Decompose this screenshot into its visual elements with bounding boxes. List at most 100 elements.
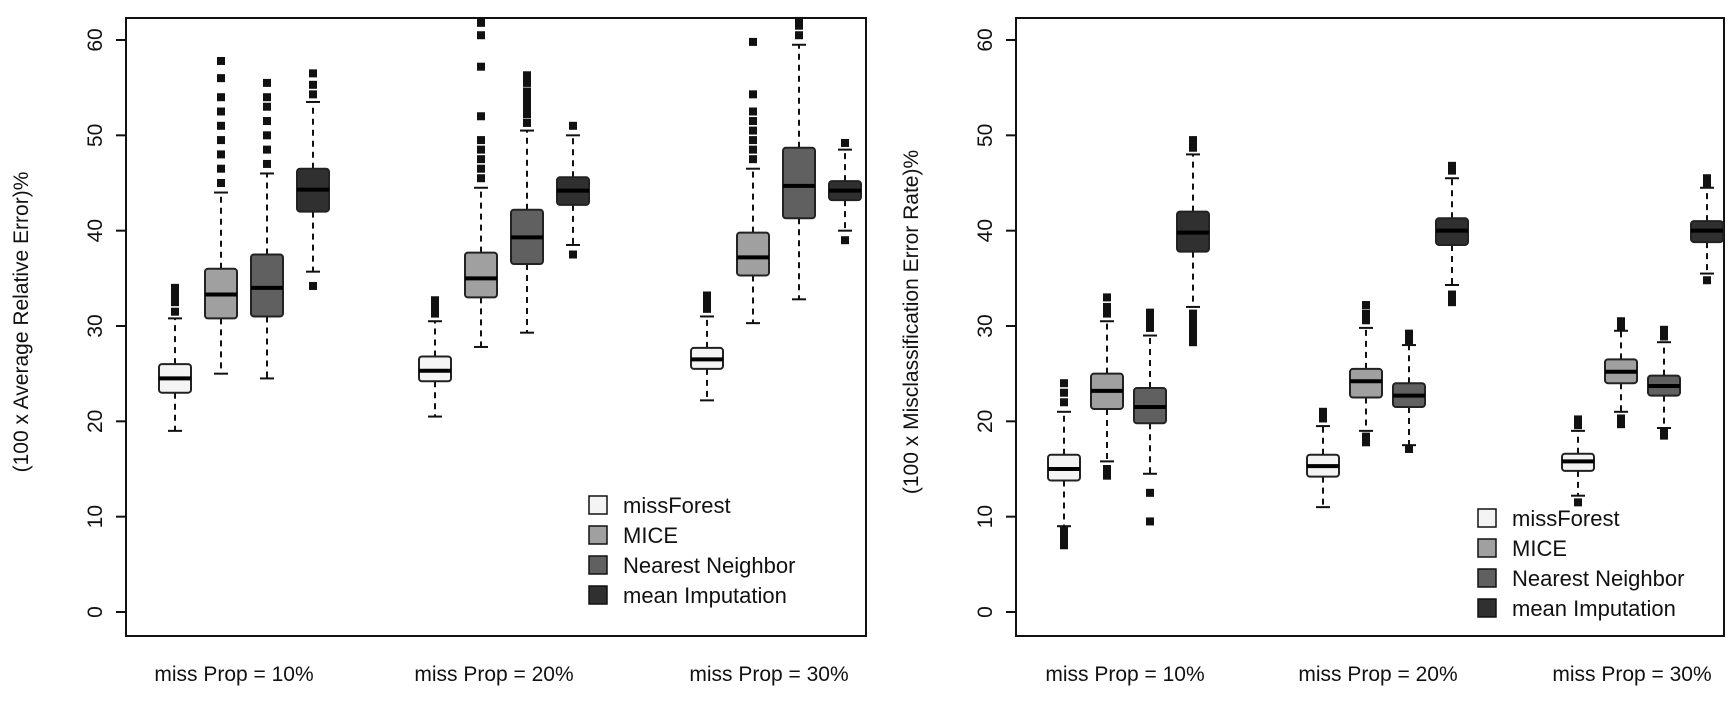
outlier-point [1362, 316, 1370, 325]
legend-label-missforest: missForest [623, 493, 731, 518]
box-mice-1 [204, 56, 238, 375]
y-tick-label: 40 [84, 219, 107, 242]
legend-label-nearest-neighbor: Nearest Neighbor [623, 553, 795, 578]
plot-area [1047, 136, 1724, 550]
outlier-point [309, 80, 317, 89]
outlier-point [1189, 309, 1197, 318]
outlier-point [795, 21, 803, 30]
y-axis: 0 10 20 30 40 50 60 [84, 17, 867, 637]
outlier-point [263, 159, 271, 168]
y-axis-label: (100 x Average Relative Error)% [10, 172, 33, 473]
box-missforest-3 [1561, 415, 1595, 507]
outlier-point [1362, 432, 1370, 441]
outlier-point [477, 112, 485, 121]
outlier-point [1146, 308, 1154, 317]
legend: missForest MICE Nearest Neighbor mean Imput… [1477, 506, 1684, 621]
outlier-point [431, 302, 439, 311]
outlier-point [171, 307, 179, 316]
outlier-point [1362, 301, 1370, 310]
outlier-point [217, 150, 225, 159]
outlier-point [1660, 332, 1668, 341]
outlier-point [309, 281, 317, 290]
outlier-point [523, 78, 531, 87]
outlier-point [431, 309, 439, 318]
box-nearest-neighbor-1 [1133, 308, 1167, 526]
legend-label-mice: MICE [623, 523, 678, 548]
x-axis-category-labels: miss Prop = 10% miss Prop = 20% miss Prop … [1045, 663, 1711, 686]
outlier-point [477, 18, 485, 27]
outlier-point [217, 136, 225, 145]
outlier-point [1660, 427, 1668, 436]
outlier-point [217, 121, 225, 130]
y-tick-label: 30 [84, 314, 107, 337]
outlier-point [1617, 414, 1625, 423]
outlier-point [749, 90, 757, 99]
outlier-point [1319, 407, 1327, 416]
outlier-point [1660, 325, 1668, 334]
box-nearest-neighbor-1 [250, 78, 284, 380]
outlier-point [1103, 293, 1111, 302]
outlier-point [1146, 316, 1154, 325]
outlier-point [841, 138, 849, 147]
outlier-point [749, 155, 757, 164]
y-axis-label: (100 x Misclassification Error Rate)% [900, 150, 923, 494]
outlier-point [1146, 517, 1154, 526]
outlier-point [477, 136, 485, 145]
y-tick-label: 40 [974, 219, 997, 242]
box-mean-imputation-2 [1435, 161, 1469, 307]
box-nearest-neighbor-2 [510, 71, 544, 334]
box-mice-3 [1604, 317, 1638, 429]
box-nearest-neighbor-3 [1647, 325, 1681, 440]
outlier-point [1103, 465, 1111, 473]
box-mean-imputation-2 [556, 121, 590, 259]
outlier-point [523, 95, 531, 104]
outlier-point [841, 236, 849, 245]
legend-swatch-missforest [1477, 508, 1497, 528]
legend-swatch-mean-imputation [588, 585, 608, 605]
outlier-point [477, 174, 485, 183]
box-body [736, 231, 770, 277]
outlier-point [217, 74, 225, 83]
y-tick-label: 50 [974, 124, 997, 147]
y-tick-label: 0 [84, 606, 107, 618]
plot-area [158, 16, 862, 432]
legend-swatch-mean-imputation [1477, 598, 1497, 618]
outlier-point [1103, 309, 1111, 318]
x-axis-category-labels: miss Prop = 10% miss Prop = 20% miss Prop … [154, 663, 848, 686]
box-mean-imputation-3 [828, 138, 862, 245]
outlier-point [523, 71, 531, 80]
x-category-label: miss Prop = 20% [1298, 663, 1457, 686]
outlier-point [171, 283, 179, 292]
legend-swatch-missforest [588, 495, 608, 515]
outlier-point [217, 164, 225, 173]
outlier-point [477, 155, 485, 164]
misclassification-error-panel: (100 x Misclassification Error Rate)% 0 1… [900, 17, 1725, 686]
box-nearest-neighbor-2 [1392, 329, 1426, 453]
box-missforest-3 [690, 291, 724, 402]
outlier-point [1189, 323, 1197, 332]
outlier-point [171, 298, 179, 307]
outlier-point [703, 298, 711, 307]
outlier-point [1448, 166, 1456, 175]
y-tick-label: 10 [974, 505, 997, 528]
outlier-point [477, 164, 485, 173]
outlier-point [523, 102, 531, 111]
box-mean-imputation-3 [1690, 174, 1724, 285]
outlier-point [1146, 488, 1154, 497]
outlier-point [1060, 388, 1068, 397]
box-mean-imputation-1 [296, 69, 330, 290]
legend: missForest MICE Nearest Neighbor mean Imput… [588, 493, 795, 608]
outlier-point [263, 145, 271, 154]
outlier-point [1060, 526, 1068, 535]
outlier-point [1189, 143, 1197, 152]
outlier-point [263, 78, 271, 87]
outlier-point [1448, 161, 1456, 170]
legend-label-mice: MICE [1512, 536, 1567, 561]
outlier-point [523, 110, 531, 119]
box-missforest-2 [418, 296, 452, 418]
x-category-label: miss Prop = 30% [1552, 663, 1711, 686]
box-mice-1 [1090, 293, 1124, 480]
outlier-point [1362, 438, 1370, 447]
outlier-point [263, 131, 271, 140]
